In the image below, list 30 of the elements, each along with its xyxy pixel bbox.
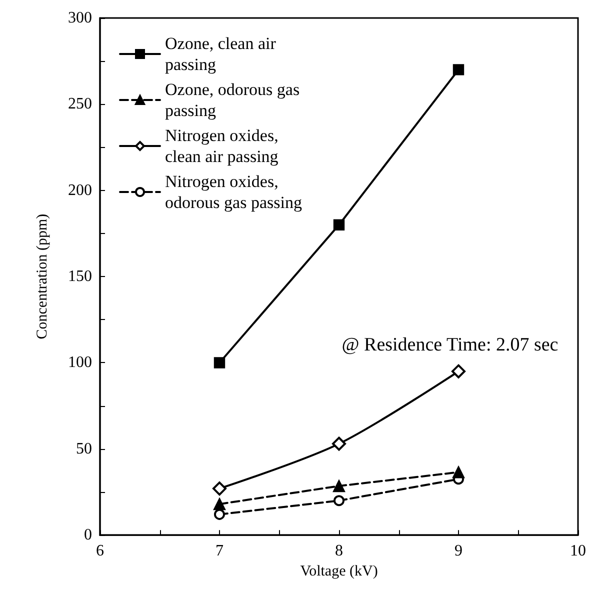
point bbox=[452, 466, 465, 478]
y-tick-label: 150 bbox=[68, 268, 92, 286]
point bbox=[332, 436, 346, 451]
x-tick-label: 7 bbox=[216, 542, 224, 560]
annotation: @ Residence Time: 2.07 sec bbox=[342, 334, 558, 356]
y-tick-label: 100 bbox=[68, 354, 92, 372]
x-tick-label: 8 bbox=[335, 542, 343, 560]
x-tick-label: 10 bbox=[570, 542, 586, 560]
y-tick-label: 300 bbox=[68, 10, 92, 26]
y-tick-label: 0 bbox=[84, 526, 92, 544]
y-tick-label: 50 bbox=[76, 440, 92, 458]
point bbox=[212, 482, 226, 496]
legend-label: Ozone, odorous gas passing bbox=[165, 80, 304, 120]
x-tick-label: 9 bbox=[454, 542, 462, 560]
y-tick-label: 200 bbox=[68, 182, 92, 199]
point bbox=[332, 480, 346, 492]
y-tick-label: 250 bbox=[68, 96, 92, 113]
point bbox=[214, 357, 226, 368]
point bbox=[213, 498, 226, 510]
y-axis-title: Concentration (ppm) bbox=[34, 214, 50, 340]
point bbox=[333, 219, 345, 230]
point bbox=[214, 508, 225, 520]
point bbox=[334, 495, 344, 506]
x-tick-label: 6 bbox=[96, 542, 104, 560]
legend-label: Nitrogen oxides, odorous gas passing bbox=[165, 172, 302, 212]
point bbox=[452, 364, 466, 378]
x-axis-title: Voltage (kV) bbox=[300, 564, 378, 580]
legend-label: Ozone, clean air passing bbox=[165, 34, 280, 74]
point bbox=[452, 64, 464, 76]
legend-label: Nitrogen oxides, clean air passing bbox=[165, 126, 283, 166]
